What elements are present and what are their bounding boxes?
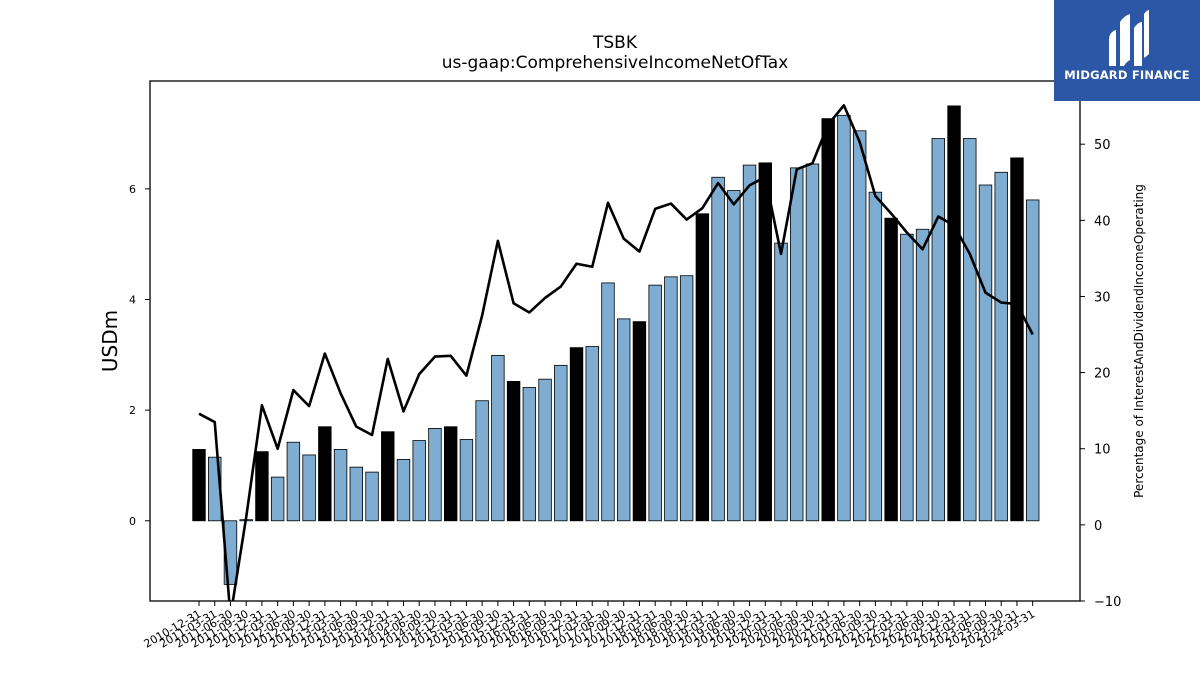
bar-2017-06-30 (601, 282, 615, 522)
bar-2020-06-30 (790, 167, 804, 522)
bar-2010-12-31 (192, 449, 206, 522)
y-right-tick-label: 30 (1094, 290, 1111, 305)
left-axis: 0 2 4 6 (129, 183, 150, 528)
bar-2018-03-31 (648, 284, 662, 522)
bar-2021-03-31 (837, 114, 851, 522)
logo-text: MIDGARD FINANCE (1064, 68, 1190, 82)
bar-2021-12-31 (884, 217, 898, 522)
bar-2019-09-30 (742, 164, 757, 522)
bar-2014-06-30 (412, 440, 426, 522)
bar-2012-03-31 (270, 476, 285, 522)
bar-2017-03-31 (585, 346, 599, 522)
bar-2014-12-31 (443, 426, 458, 522)
bar-2013-03-31 (333, 449, 348, 522)
y-tick-label: 2 (129, 404, 136, 417)
bar-2014-03-31 (396, 458, 411, 522)
line-series-pct-interest-income (198, 104, 1034, 601)
bar-2017-09-30 (617, 318, 631, 522)
bar-2022-06-30 (915, 228, 930, 522)
bar-2018-12-31 (695, 213, 710, 522)
bar-2013-09-30 (365, 471, 379, 522)
y-right-tick-label: 0 (1094, 519, 1102, 534)
x-axis: 2010-12-312011-03-312011-06-302011-09-30… (142, 601, 1037, 651)
bar-2016-03-31 (522, 387, 537, 522)
bar-2019-06-30 (727, 190, 741, 522)
bar-2012-06-30 (286, 441, 301, 522)
bar-2018-06-30 (664, 276, 678, 522)
bar-2016-12-31 (569, 347, 584, 522)
bar-2020-12-31 (821, 118, 835, 522)
y-right-tick-label: 40 (1094, 214, 1111, 229)
chart-title: TSBK (592, 33, 638, 53)
line-layer (198, 104, 1034, 601)
bar-2021-06-30 (852, 130, 867, 522)
y-right-tick-label: 10 (1094, 443, 1111, 458)
bar-2017-12-31 (632, 321, 647, 522)
bar-2023-03-31 (963, 138, 977, 522)
y-axis-label: USDm (98, 310, 122, 372)
bar-2023-09-30 (994, 171, 1008, 522)
bar-2019-12-31 (758, 162, 772, 522)
bar-2016-06-30 (538, 378, 552, 522)
logo-mark-icon (1109, 10, 1149, 66)
bar-2022-03-31 (900, 233, 914, 522)
bar-2023-12-31 (1010, 157, 1024, 522)
y-tick-label: 0 (129, 515, 136, 528)
bar-2015-09-30 (491, 354, 505, 522)
bar-2024-03-31 (1025, 199, 1040, 522)
bar-2012-12-31 (318, 426, 332, 522)
bars-layer (192, 105, 1040, 585)
y-right-tick-label: 20 (1094, 367, 1111, 382)
bar-2012-09-30 (302, 454, 316, 522)
bar-2020-03-31 (774, 242, 788, 522)
bar-2015-12-31 (506, 380, 521, 522)
bar-2023-06-30 (978, 184, 993, 522)
bar-2022-09-30 (931, 138, 946, 522)
bar-2020-09-30 (805, 163, 820, 522)
y-right-tick-label: −10 (1094, 595, 1121, 610)
bar-2022-12-31 (947, 105, 961, 522)
bar-2015-03-31 (459, 439, 474, 522)
bar-2011-12-31 (255, 451, 269, 522)
right-axis: −10 0 10 20 30 40 50 (1080, 138, 1121, 610)
plot-frame (149, 80, 1081, 602)
bar-2021-09-30 (868, 191, 883, 522)
bar-2013-12-31 (381, 431, 395, 522)
bar-2019-03-31 (711, 176, 725, 522)
y-right-tick-label: 50 (1094, 138, 1111, 153)
bar-2016-09-30 (554, 364, 568, 522)
bar-2014-09-30 (428, 427, 442, 522)
y-tick-label: 4 (129, 294, 136, 307)
bar-2013-06-30 (349, 466, 364, 522)
bar-2015-06-30 (475, 400, 489, 522)
chart-subtitle: us-gaap:ComprehensiveIncomeNetOfTax (442, 53, 789, 73)
bar-2018-09-30 (679, 275, 694, 522)
y-axis-right-label: Percentage of InterestAndDividendIncomeO… (1132, 184, 1146, 498)
brand-logo: MIDGARD FINANCE (1054, 0, 1200, 101)
y-tick-label: 6 (129, 183, 136, 196)
